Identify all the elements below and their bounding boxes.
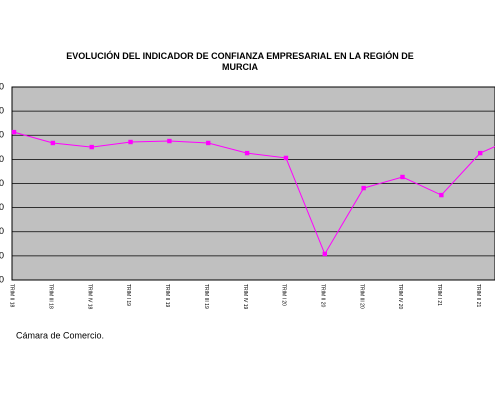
point-marker [89, 144, 94, 150]
y-tick-label: -20 [0, 154, 4, 164]
point-marker [244, 150, 250, 156]
x-tick-label: TRIM III 18 [48, 284, 54, 309]
source-note: Cámara de Comercio. [16, 330, 104, 340]
point-marker [439, 192, 444, 198]
x-tick-label: TRIM IV 19 [242, 284, 248, 310]
y-tick-label: -60 [0, 250, 4, 260]
point-marker [322, 251, 327, 257]
point-marker [11, 129, 17, 135]
point-marker [167, 138, 172, 144]
y-tick-label: -40 [0, 202, 4, 212]
x-tick-label: TRIM IV 20 [397, 284, 403, 310]
y-tick-label: -30 [0, 178, 4, 188]
y-tick-label: -50 [0, 226, 4, 236]
x-tick-label: TRIM II 18 [9, 284, 15, 308]
x-tick-label: TRIM II 21 [475, 284, 481, 308]
y-tick-label: -70 [0, 274, 4, 284]
x-tick-label: TRIM I 19 [125, 284, 131, 306]
x-tick-label: TRIM III 20 [358, 284, 364, 309]
x-tick-label: TRIM IV 18 [86, 284, 92, 310]
y-tick-label: -10 [0, 130, 4, 140]
x-tick-label: TRIM I 20 [281, 284, 287, 306]
point-marker [128, 139, 133, 145]
point-marker [478, 150, 483, 156]
x-tick-label: TRIM II 20 [319, 284, 325, 308]
series-line [13, 131, 495, 256]
point-marker [400, 174, 405, 180]
chart-title: EVOLUCIÓN DEL INDICADOR DE CONFIANZA EMP… [66, 50, 414, 72]
point-marker [206, 140, 211, 146]
point-marker [283, 155, 289, 161]
point-marker [361, 185, 366, 191]
x-tick-label: TRIM III 19 [203, 284, 209, 309]
x-tick-label: TRIM II 19 [164, 284, 170, 308]
y-tick-label: 0 [0, 106, 4, 116]
y-tick-label: 10 [0, 81, 4, 91]
point-marker [50, 140, 56, 146]
x-tick-label: TRIM I 21 [436, 284, 442, 306]
